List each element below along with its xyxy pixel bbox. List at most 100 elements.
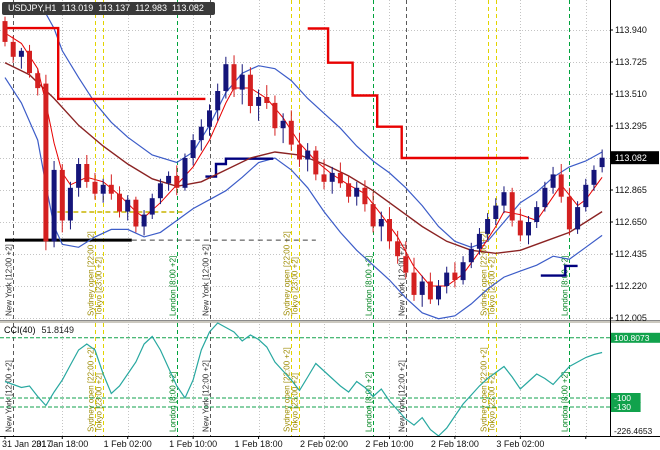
new-york-session-label: New York [12:00 +2] <box>5 244 14 316</box>
candle-body <box>387 219 392 242</box>
candle-body <box>305 150 311 160</box>
candle-body <box>370 204 376 227</box>
candle-body <box>182 158 188 188</box>
candle-body <box>403 256 409 273</box>
sydney-open-session-label: Sydney open [22:00 +2] <box>283 231 292 316</box>
candle-body <box>157 183 163 199</box>
candle-body <box>174 175 180 188</box>
time-axis-label[interactable]: 1 Feb 10:00 <box>169 439 217 449</box>
candle-body <box>223 64 229 91</box>
time-axis-label[interactable]: 1 Feb 18:00 <box>235 439 283 449</box>
candle-body <box>239 74 245 90</box>
candle-body <box>215 91 221 111</box>
candle-body <box>10 41 16 57</box>
candle-body <box>297 144 302 160</box>
candle-body <box>411 272 417 295</box>
price-axis-label[interactable]: 112.650 <box>615 217 647 227</box>
candle-body <box>272 102 278 129</box>
time-axis-label[interactable]: 2 Feb 10:00 <box>365 439 413 449</box>
candle-body <box>575 207 581 230</box>
tokyo-session-label: Tokyo [23:00 +2] <box>488 373 497 432</box>
new-york-session-label: New York [12:00 +2] <box>398 360 407 432</box>
trend-step-line-red <box>5 26 206 101</box>
low-value: 112.983 <box>135 3 167 13</box>
candle-body <box>468 248 474 263</box>
candle-body <box>591 169 597 185</box>
sydney-open-session-label: Sydney open [22:00 +2] <box>283 347 292 432</box>
candle-body <box>501 192 507 206</box>
price-axis-label[interactable]: 112.435 <box>615 249 647 259</box>
tokyo-session-label: Tokyo [23:00 +2] <box>291 257 300 316</box>
candle-body <box>476 233 482 249</box>
ohlc-info-bar: USDJPY,H1 113.019 113.137 112.983 113.082 <box>2 2 215 15</box>
symbol-period-label: USDJPY,H1 <box>8 3 57 13</box>
candle-body <box>256 97 262 106</box>
time-axis-label[interactable]: 2 Feb 02:00 <box>300 439 348 449</box>
candle-body <box>378 219 384 227</box>
candle-body <box>329 172 335 182</box>
candle-body <box>583 184 589 208</box>
candle-body <box>452 272 458 280</box>
tokyo-session-label: Tokyo [23:00 +2] <box>95 257 104 316</box>
open-value: 113.019 <box>61 3 94 13</box>
close-value: 113.082 <box>171 3 204 13</box>
price-axis-label[interactable]: 113.295 <box>615 121 647 131</box>
candle-body <box>76 164 82 188</box>
cci-scale-min-label: -226.4653 <box>614 426 653 436</box>
candle-body <box>419 281 425 295</box>
candle-body <box>2 21 8 42</box>
candle-body <box>288 120 294 145</box>
bollinger-upper-band <box>4 8 603 248</box>
candle-body <box>18 50 24 57</box>
candle-body <box>337 172 343 184</box>
cci-level-badge-text: -130 <box>614 402 631 412</box>
candle-body <box>526 222 531 236</box>
indicator-value: 51.8149 <box>41 325 75 335</box>
price-axis-label[interactable]: 112.005 <box>615 313 647 323</box>
candle-body <box>84 164 90 182</box>
candle-body <box>542 187 548 208</box>
current-price-badge-text: 113.082 <box>615 153 647 163</box>
candle-body <box>313 150 319 175</box>
price-axis-label[interactable]: 112.220 <box>615 281 647 291</box>
candle-body <box>280 120 286 129</box>
indicator-name: CCI(40) <box>4 325 36 335</box>
london-session-label: London [8:00 +2] <box>169 256 178 316</box>
london-session-label: London [8:00 +2] <box>169 372 178 432</box>
candle-body <box>247 74 253 106</box>
time-axis-label[interactable]: 31 Jan 18:00 <box>36 439 88 449</box>
current-price-badge <box>611 151 659 165</box>
candle-body <box>534 207 540 222</box>
time-axis-label[interactable]: 1 Feb 02:00 <box>104 439 152 449</box>
candle-body <box>166 175 172 184</box>
sydney-open-session-label: Sydney open [22:00 +2] <box>87 231 96 316</box>
candle-body <box>436 286 441 300</box>
london-session-label: London [8:00 +2] <box>561 372 570 432</box>
candle-body <box>485 219 491 234</box>
time-axis-label[interactable]: 2 Feb 18:00 <box>431 439 479 449</box>
time-axis-label[interactable]: 31 Jan 2017 <box>2 439 52 449</box>
time-axis-label[interactable]: 3 Feb 02:00 <box>496 439 544 449</box>
london-session-label: London [8:00 +2] <box>561 256 570 316</box>
price-axis-label[interactable]: 113.940 <box>615 25 647 35</box>
candle-body <box>599 157 605 168</box>
london-session-label: London [8:00 +2] <box>365 372 374 432</box>
candle-body <box>35 73 41 89</box>
tokyo-session-label: Tokyo [23:00 +2] <box>95 373 104 432</box>
price-axis-label[interactable]: 113.510 <box>615 89 647 99</box>
candle-body <box>321 174 327 182</box>
candle-body <box>59 169 65 221</box>
candle-body <box>207 110 212 127</box>
candle-body <box>100 184 106 194</box>
cci-line <box>4 322 603 437</box>
price-axis-label[interactable]: 113.725 <box>615 57 647 67</box>
candle-body <box>231 64 237 90</box>
candle-body <box>43 83 49 242</box>
candle-body <box>51 169 57 242</box>
pane-separator[interactable] <box>0 320 660 323</box>
candle-body <box>493 205 499 219</box>
price-axis-label[interactable]: 112.865 <box>615 185 647 195</box>
